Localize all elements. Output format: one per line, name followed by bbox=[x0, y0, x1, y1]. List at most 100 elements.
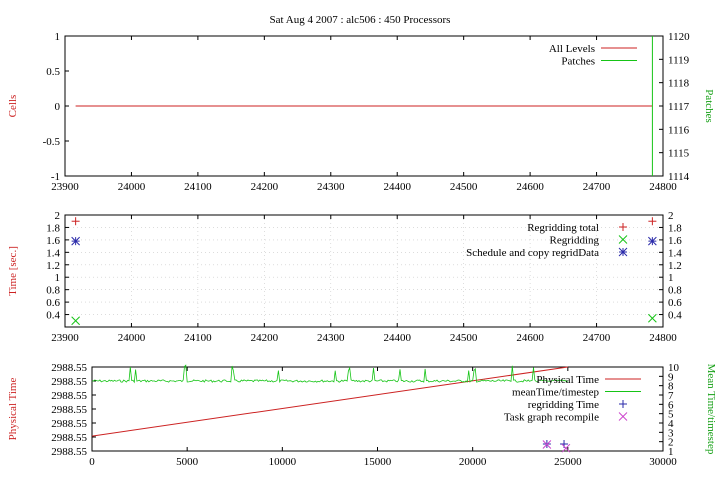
y2-tick-label: 10 bbox=[668, 362, 680, 374]
y2-tick-label: 1117 bbox=[668, 101, 690, 113]
x-tick-label: 24500 bbox=[450, 181, 478, 193]
y2-tick-label: 1 bbox=[668, 446, 674, 458]
y2-tick-label: 9 bbox=[668, 371, 674, 383]
y-tick-label: 2988.55 bbox=[51, 362, 87, 374]
y2-tick-label: 1 bbox=[668, 272, 674, 284]
y2-tick-label: 0.8 bbox=[668, 285, 682, 297]
y-tick-label: 2988.55 bbox=[51, 446, 87, 458]
legend-label: Patches bbox=[561, 56, 595, 68]
y2-axis-label: Mean Time/timestep bbox=[705, 364, 717, 455]
data-point bbox=[648, 313, 657, 323]
series-line bbox=[91, 364, 569, 384]
y2-tick-label: 6 bbox=[668, 399, 674, 411]
x-tick-label: 24300 bbox=[317, 181, 345, 193]
y2-tick-label: 1120 bbox=[668, 31, 690, 43]
data-point bbox=[71, 316, 80, 326]
y-tick-label: 0.8 bbox=[46, 285, 60, 297]
y2-tick-label: 1119 bbox=[668, 54, 690, 66]
data-point bbox=[648, 236, 657, 246]
legend-label: Task graph recompile bbox=[504, 412, 599, 424]
y-tick-label: 1 bbox=[55, 31, 61, 43]
data-point bbox=[71, 236, 80, 246]
series-0 bbox=[71, 217, 657, 226]
x-tick-label: 10000 bbox=[269, 456, 297, 468]
legend: Physical TimemeanTime/timestepregridding… bbox=[504, 374, 641, 424]
legend-label: meanTime/timestep bbox=[512, 387, 599, 399]
y2-tick-label: 1.6 bbox=[668, 235, 682, 247]
series-line bbox=[91, 366, 568, 437]
y-tick-label: 0 bbox=[55, 101, 61, 113]
legend-label: Physical Time bbox=[536, 374, 599, 386]
legend-marker bbox=[619, 223, 627, 231]
y-tick-label: 2988.55 bbox=[51, 404, 87, 416]
x-tick-label: 24600 bbox=[516, 332, 544, 344]
series-1 bbox=[91, 364, 569, 384]
y2-tick-label: 7 bbox=[668, 390, 674, 402]
x-tick-label: 24300 bbox=[317, 332, 345, 344]
y2-tick-label: 4 bbox=[668, 418, 674, 430]
y-tick-label: 1.4 bbox=[46, 247, 60, 259]
series-2 bbox=[71, 236, 657, 246]
y-tick-label: 1 bbox=[55, 272, 61, 284]
data-point bbox=[542, 440, 552, 449]
x-tick-label: 24600 bbox=[516, 181, 544, 193]
y-axis-label: Time [sec.] bbox=[7, 246, 19, 296]
legend-label: Regridding total bbox=[527, 222, 599, 234]
y-axis-label: Physical Time bbox=[7, 378, 19, 441]
y-tick-label: -0.5 bbox=[43, 136, 61, 148]
legend-marker bbox=[618, 247, 628, 257]
y-tick-label: 1.8 bbox=[46, 222, 60, 234]
y2-tick-label: 1.4 bbox=[668, 247, 682, 259]
x-tick-label: 24100 bbox=[184, 332, 212, 344]
y2-tick-label: 1.2 bbox=[668, 260, 682, 272]
y-tick-label: 0.6 bbox=[46, 297, 60, 309]
y-tick-label: 1.6 bbox=[46, 235, 60, 247]
y2-tick-label: 0.6 bbox=[668, 297, 682, 309]
y2-tick-label: 3 bbox=[668, 427, 674, 439]
y-tick-label: 2 bbox=[55, 210, 61, 222]
x-tick-label: 24000 bbox=[118, 181, 146, 193]
legend-marker bbox=[618, 412, 628, 421]
plot-frame bbox=[64, 214, 664, 328]
y2-tick-label: 5 bbox=[668, 409, 674, 421]
panel-3: 0 5000 10000 15000 20000 25000 300002988.55298… bbox=[7, 362, 717, 468]
x-tick-label: 25000 bbox=[554, 456, 582, 468]
legend-label: Schedule and copy regridData bbox=[466, 247, 599, 259]
legend-label: Regridding bbox=[550, 235, 600, 247]
panel-2: 23900 24000 24100 24200 24300 24400 24500 24600… bbox=[7, 210, 682, 344]
panel-1: 23900 24000 24100 24200 24300 24400 24500 24600… bbox=[7, 31, 715, 193]
legend-marker bbox=[619, 400, 627, 408]
y2-tick-label: 1115 bbox=[668, 148, 690, 160]
x-tick-label: 24800 bbox=[649, 332, 677, 344]
y-tick-label: -1 bbox=[51, 171, 60, 183]
legend-label: All Levels bbox=[549, 43, 595, 55]
y-tick-label: 1.2 bbox=[46, 260, 60, 272]
y2-tick-label: 1118 bbox=[668, 78, 690, 90]
y-tick-label: 0.5 bbox=[46, 66, 60, 78]
legend-label: regridding Time bbox=[528, 399, 599, 411]
y-tick-label: 2988.55 bbox=[51, 376, 87, 388]
x-tick-label: 24200 bbox=[251, 181, 279, 193]
x-tick-label: 24400 bbox=[383, 332, 411, 344]
y2-tick-label: 1.8 bbox=[668, 222, 682, 234]
y-tick-label: 2988.55 bbox=[51, 418, 87, 430]
y2-tick-label: 8 bbox=[668, 381, 674, 393]
y-axis-label: Cells bbox=[7, 95, 19, 118]
x-tick-label: 23900 bbox=[51, 332, 79, 344]
chart-title: Sat Aug 4 2007 : alc506 : 450 Processors bbox=[270, 14, 451, 26]
y2-tick-label: 2 bbox=[668, 437, 674, 449]
series-3 bbox=[542, 440, 571, 453]
x-tick-label: 24400 bbox=[383, 181, 411, 193]
x-tick-label: 0 bbox=[89, 456, 95, 468]
x-tick-label: 24200 bbox=[251, 332, 279, 344]
x-tick-label: 23900 bbox=[51, 181, 79, 193]
x-tick-label: 24500 bbox=[450, 332, 478, 344]
x-tick-label: 24700 bbox=[583, 332, 611, 344]
series-0 bbox=[91, 366, 568, 437]
x-tick-label: 5000 bbox=[176, 456, 199, 468]
y2-axis-label: Patches bbox=[703, 89, 715, 123]
data-point bbox=[648, 217, 657, 226]
data-point bbox=[561, 443, 571, 453]
